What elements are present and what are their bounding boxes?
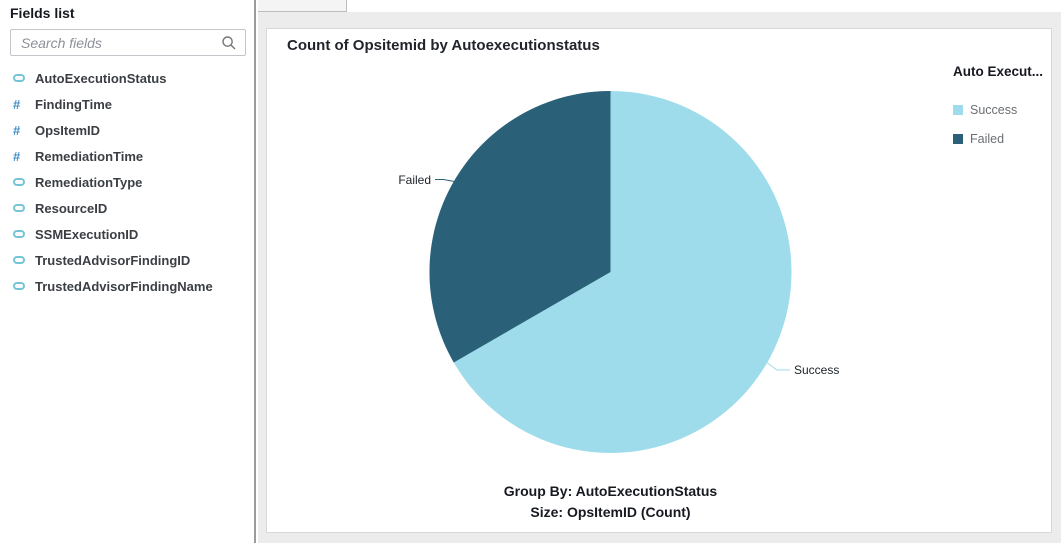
number-field-icon: # bbox=[13, 96, 21, 112]
number-field-icon: # bbox=[13, 122, 21, 138]
field-label: TrustedAdvisorFindingID bbox=[35, 252, 191, 268]
field-label: OpsItemID bbox=[35, 122, 101, 138]
legend-item-failed[interactable]: Failed bbox=[953, 132, 1048, 146]
chart-legend: Auto Execut... Success Failed bbox=[953, 64, 1048, 146]
pie-chart-visual[interactable]: Count of Opsitemid by Autoexecutionstatu… bbox=[266, 28, 1052, 533]
visual-title[interactable]: Count of Opsitemid by Autoexecutionstatu… bbox=[287, 37, 600, 54]
field-label: SSMExecutionID bbox=[35, 226, 139, 242]
string-field-icon bbox=[13, 204, 35, 212]
field-label: TrustedAdvisorFindingName bbox=[35, 278, 213, 294]
field-label: RemediationTime bbox=[35, 148, 144, 164]
pie-chart: Failed Success bbox=[398, 91, 839, 453]
success-color-swatch bbox=[953, 105, 963, 115]
field-item-remediationtype[interactable]: RemediationType bbox=[0, 169, 254, 195]
failed-color-swatch bbox=[953, 134, 963, 144]
field-item-trustedadvisorfindingname[interactable]: TrustedAdvisorFindingName bbox=[0, 273, 254, 299]
string-field-icon bbox=[13, 74, 35, 82]
number-field-icon: # bbox=[13, 148, 21, 164]
string-field-icon bbox=[13, 230, 35, 238]
fields-list-title: Fields list bbox=[10, 5, 75, 21]
string-field-icon bbox=[13, 282, 35, 290]
search-icon bbox=[222, 35, 236, 49]
failed-slice-label: Failed bbox=[398, 173, 431, 187]
field-item-trustedadvisorfindingid[interactable]: TrustedAdvisorFindingID bbox=[0, 247, 254, 273]
success-leader-line bbox=[766, 362, 790, 371]
analysis-canvas-area: Count of Opsitemid by Autoexecutionstatu… bbox=[258, 0, 1061, 543]
chart-footer: Group By: AutoExecutionStatus Size: OpsI… bbox=[267, 481, 954, 523]
field-label: AutoExecutionStatus bbox=[35, 70, 167, 86]
pie-slice-failed[interactable] bbox=[429, 91, 611, 363]
group-by-label: Group By: AutoExecutionStatus bbox=[503, 483, 718, 499]
failed-leader-line bbox=[435, 179, 454, 182]
sheet-tab[interactable] bbox=[258, 0, 347, 12]
legend-item-success[interactable]: Success bbox=[953, 103, 1048, 117]
field-label: FindingTime bbox=[35, 96, 113, 112]
sheet-tab-bar bbox=[258, 0, 1061, 12]
legend-title: Auto Execut... bbox=[953, 64, 1044, 79]
search-fields-input[interactable] bbox=[11, 34, 221, 51]
fields-list-panel: Fields list AutoExecutionStatus # Findin… bbox=[0, 0, 256, 543]
field-item-opsitemid[interactable]: # OpsItemID bbox=[0, 117, 254, 143]
field-item-resourceid[interactable]: ResourceID bbox=[0, 195, 254, 221]
field-item-ssmexecutionid[interactable]: SSMExecutionID bbox=[0, 221, 254, 247]
legend-label: Failed bbox=[970, 132, 1005, 146]
sheet-canvas: Count of Opsitemid by Autoexecutionstatu… bbox=[258, 12, 1061, 543]
success-slice-label: Success bbox=[794, 363, 839, 377]
string-field-icon bbox=[13, 178, 35, 186]
field-label: RemediationType bbox=[35, 174, 143, 190]
field-item-autoexecutionstatus[interactable]: AutoExecutionStatus bbox=[0, 65, 254, 91]
size-metric-label: Size: OpsItemID (Count) bbox=[530, 504, 691, 520]
string-field-icon bbox=[13, 256, 35, 264]
field-item-findingtime[interactable]: # FindingTime bbox=[0, 91, 254, 117]
legend-label: Success bbox=[970, 103, 1018, 117]
search-fields-box[interactable] bbox=[10, 29, 246, 56]
field-list: AutoExecutionStatus # FindingTime # OpsI… bbox=[0, 65, 254, 299]
field-label: ResourceID bbox=[35, 200, 108, 216]
field-item-remediationtime[interactable]: # RemediationTime bbox=[0, 143, 254, 169]
